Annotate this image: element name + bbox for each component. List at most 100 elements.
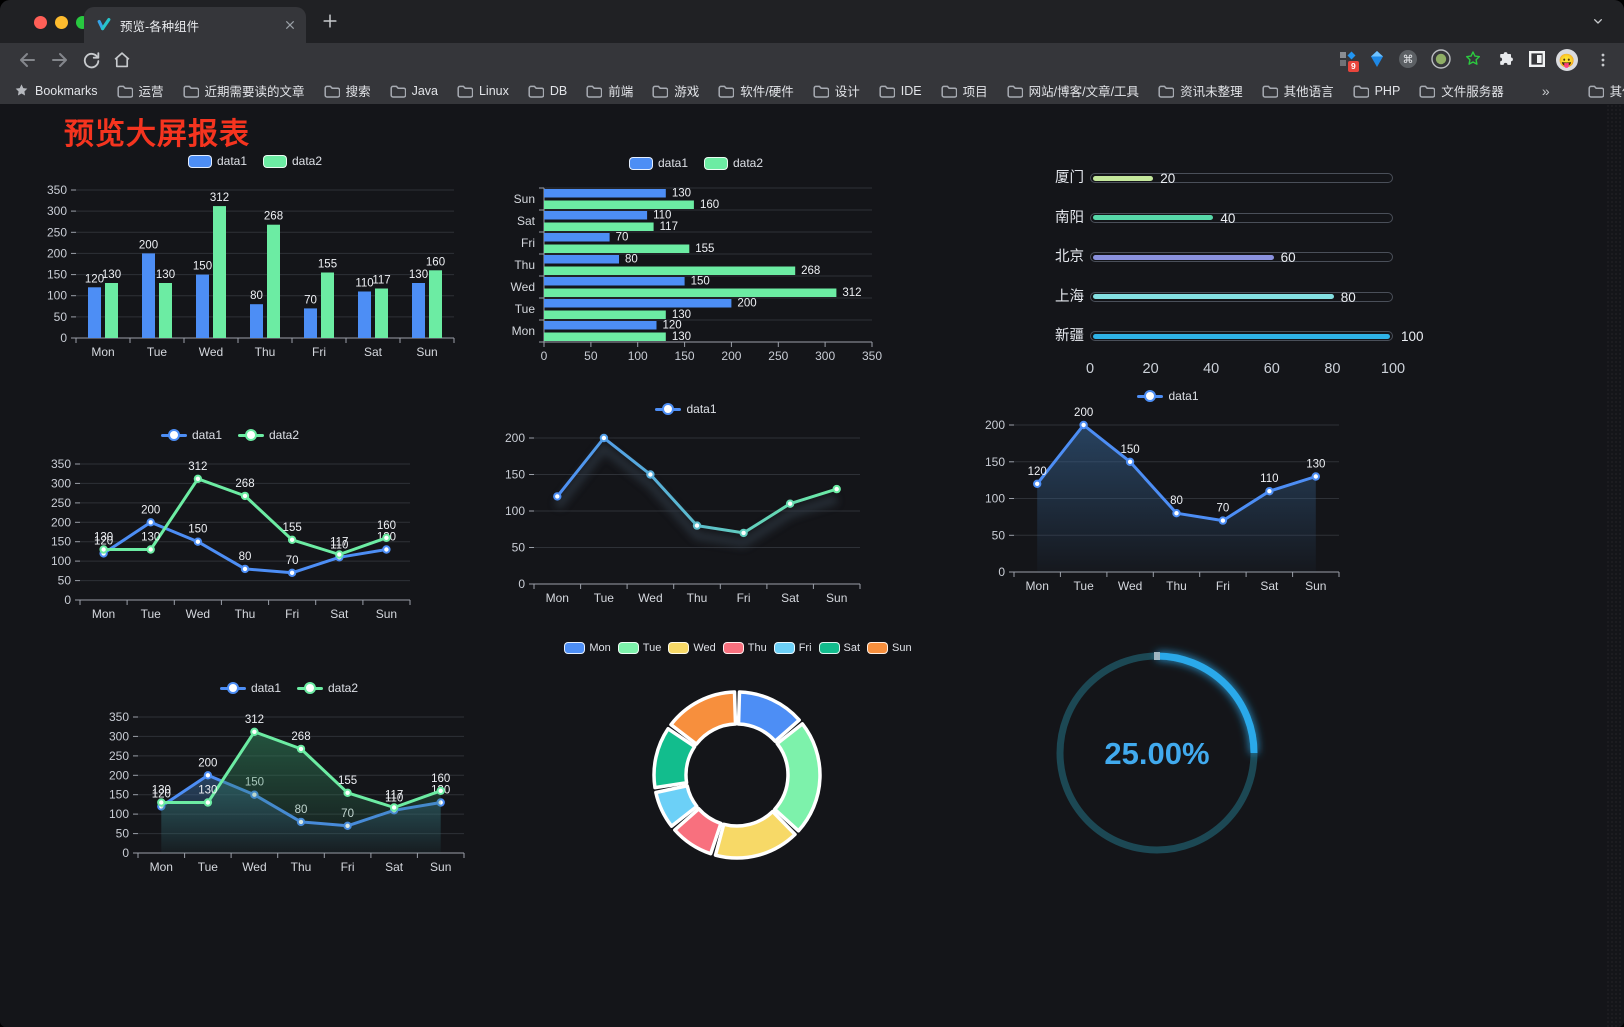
- legend-item[interactable]: Mon: [564, 642, 611, 654]
- svg-text:150: 150: [1120, 444, 1139, 456]
- legend-item[interactable]: data1: [628, 156, 688, 170]
- legend-swatch: [564, 642, 586, 654]
- bookmark-folder[interactable]: 搜索: [324, 81, 371, 100]
- progress-row[interactable]: 厦门 20: [1048, 171, 1440, 186]
- percent-gauge-canvas[interactable]: 25.00%: [1040, 640, 1276, 870]
- legend-line-marker: [238, 429, 264, 441]
- legend-item[interactable]: data2: [263, 154, 322, 168]
- bookmark-folder[interactable]: 文件服务器: [1419, 81, 1504, 100]
- bookmark-folder[interactable]: 近期需要读的文章: [182, 81, 305, 100]
- back-button[interactable]: [15, 48, 39, 72]
- data-point: [785, 499, 795, 508]
- bookmark-folder[interactable]: 设计: [813, 81, 860, 100]
- chart-legend: data1: [985, 389, 1351, 403]
- two-area-line-chart[interactable]: data1 data2 0 50 100 150 200 250 300 350 Mon Tue Wed…: [100, 675, 478, 889]
- progress-row[interactable]: 上海 80: [1048, 289, 1440, 305]
- bookmark-folder[interactable]: 软件/硬件: [718, 81, 794, 100]
- chart-legend: data1: [500, 402, 872, 416]
- extension-gem-icon[interactable]: [1367, 49, 1389, 71]
- area-line-canvas[interactable]: 0 50 100 150 200 Mon Tue Wed Thu Fri Sat Sun 120 200 1…: [985, 386, 1351, 598]
- bookmark-folder[interactable]: DB: [528, 84, 567, 98]
- week-donut-chart[interactable]: Mon Tue Wed Thu Fri Sat Sun: [555, 636, 921, 868]
- legend-item[interactable]: data2: [297, 681, 358, 695]
- legend-swatch: [617, 642, 639, 654]
- legend-item[interactable]: Thu: [722, 642, 767, 654]
- reader-mode-icon[interactable]: [1527, 49, 1549, 71]
- profile-avatar[interactable]: 😛: [1556, 49, 1578, 71]
- legend-item[interactable]: data1: [160, 428, 222, 442]
- extension-star-icon[interactable]: [1463, 49, 1485, 71]
- svg-text:100: 100: [985, 492, 1005, 506]
- minimize-window-button[interactable]: [55, 16, 68, 29]
- tab-close-icon[interactable]: [282, 17, 298, 33]
- two-line-canvas[interactable]: 0 50 100 150 200 250 300 350 Mon Tue Wed Thu Fri Sat S…: [40, 422, 420, 634]
- legend-label: Fri: [798, 642, 812, 654]
- bookmark-folder[interactable]: 游戏: [652, 81, 699, 100]
- two-area-line-canvas[interactable]: 0 50 100 150 200 250 300 350 Mon Tue Wed Thu Fri Sat S…: [100, 675, 478, 889]
- legend-item[interactable]: data2: [704, 156, 763, 170]
- reload-button[interactable]: [79, 48, 103, 72]
- tab-search-chevron-icon[interactable]: [1590, 13, 1606, 29]
- bookmark-folder[interactable]: 其他语言: [1262, 81, 1334, 100]
- other-bookmarks-item[interactable]: 其他书签: [1588, 81, 1624, 100]
- legend-item[interactable]: data1: [219, 681, 281, 695]
- bookmark-folder[interactable]: Linux: [457, 84, 509, 98]
- legend-item[interactable]: Sat: [818, 642, 861, 654]
- grouped-bar-canvas[interactable]: 0 50 100 150 200 250 300 350 Mon Tue Wed Thu Fri Sat S…: [40, 148, 470, 368]
- bookmark-folder[interactable]: 项目: [941, 81, 988, 100]
- gradient-line-canvas[interactable]: 0 50 100 150 200 Mon Tue Wed Thu Fri Sat Sun: [500, 398, 872, 610]
- svg-text:150: 150: [109, 788, 129, 802]
- progress-row[interactable]: 南阳 40: [1048, 210, 1440, 226]
- extension-cmd-icon[interactable]: ⌘: [1398, 49, 1420, 71]
- gradient-line-chart[interactable]: data1 0 50 100 150 200 Mon Tue Wed Thu Fri Sat Sun: [500, 398, 872, 610]
- new-tab-button[interactable]: [320, 11, 340, 31]
- svg-text:268: 268: [801, 265, 820, 277]
- legend-item[interactable]: data2: [238, 428, 299, 442]
- bar: [544, 189, 666, 198]
- week-donut-canvas[interactable]: [555, 636, 921, 868]
- two-line-chart[interactable]: data1 data2 0 50 100 150 200 250 300 350 Mon Tue Wed…: [40, 422, 420, 634]
- svg-text:130: 130: [152, 784, 171, 796]
- extension-grid-icon[interactable]: 9: [1338, 49, 1360, 72]
- close-window-button[interactable]: [34, 16, 47, 29]
- bookmark-folder[interactable]: 资讯未整理: [1158, 81, 1243, 100]
- legend-item[interactable]: data1: [187, 154, 247, 168]
- legend-item[interactable]: Wed: [668, 642, 716, 654]
- legend-item[interactable]: Fri: [773, 642, 812, 654]
- extensions-puzzle-icon[interactable]: [1496, 49, 1518, 71]
- city-progress-chart[interactable]: 厦门 20 南阳 40 北京 60 上海 80 新疆 100 0 20 40 60 80 100: [1040, 164, 1440, 389]
- svg-text:100: 100: [47, 289, 67, 303]
- progress-row[interactable]: 北京 60: [1048, 249, 1440, 265]
- forward-button[interactable]: [48, 48, 72, 72]
- legend-item[interactable]: Sun: [867, 642, 912, 654]
- progress-row[interactable]: 新疆 100: [1048, 329, 1440, 344]
- progress-label: 北京: [1055, 249, 1084, 265]
- extension-dot-icon[interactable]: [1431, 49, 1453, 71]
- legend-label: Sat: [843, 642, 861, 654]
- bookmarks-overflow-chevron[interactable]: »: [1541, 82, 1550, 99]
- legend-item[interactable]: data1: [1137, 389, 1199, 403]
- bookmarks-manager-item[interactable]: Bookmarks: [14, 83, 98, 98]
- percent-gauge-chart[interactable]: 25.00%: [1040, 640, 1276, 870]
- progress-fill: [1093, 294, 1334, 299]
- grouped-bar-chart[interactable]: data1 data2 0 50 100 150 200 250 300 350 Mon Tue Wed…: [40, 148, 470, 368]
- svg-text:150: 150: [188, 524, 207, 536]
- horizontal-bar-chart[interactable]: data1 data2 0 50 100 150 200 250 300 350 Sun 130 160…: [500, 148, 892, 368]
- svg-text:0: 0: [998, 565, 1005, 579]
- area-line-chart[interactable]: data1 0 50 100 150 200 Mon Tue Wed Thu Fri Sat Sun 12…: [985, 386, 1351, 598]
- browser-tab[interactable]: 预览-各种组件: [84, 7, 306, 43]
- tab-strip: 预览-各种组件: [0, 0, 1624, 43]
- bookmark-folder[interactable]: 前端: [586, 81, 633, 100]
- bookmark-folder[interactable]: IDE: [879, 84, 922, 98]
- svg-text:120: 120: [94, 535, 113, 547]
- bookmark-folder[interactable]: Java: [390, 84, 438, 98]
- legend-item[interactable]: Tue: [617, 642, 661, 654]
- bookmark-folder[interactable]: PHP: [1353, 84, 1400, 98]
- bookmark-folder[interactable]: 运营: [116, 81, 164, 100]
- legend-item[interactable]: data1: [655, 402, 717, 416]
- home-button[interactable]: [110, 48, 134, 72]
- bookmark-folder[interactable]: 网站/博客/文章/工具: [1007, 81, 1139, 100]
- menu-kebab-icon[interactable]: [1592, 49, 1614, 71]
- svg-text:Sun: Sun: [1305, 579, 1326, 593]
